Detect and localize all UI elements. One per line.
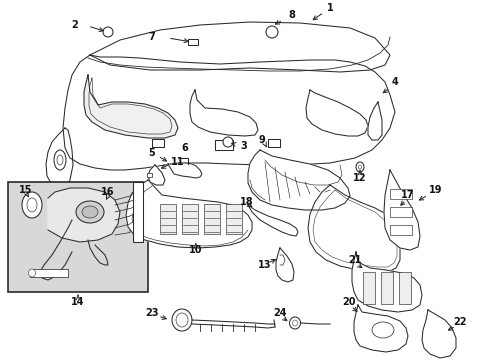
Ellipse shape xyxy=(82,206,98,218)
Ellipse shape xyxy=(292,320,297,326)
Polygon shape xyxy=(48,188,120,242)
Ellipse shape xyxy=(27,198,37,212)
Polygon shape xyxy=(307,185,399,272)
Text: 9: 9 xyxy=(258,135,265,145)
Text: 2: 2 xyxy=(71,20,78,30)
Ellipse shape xyxy=(176,313,187,327)
Text: 7: 7 xyxy=(148,32,155,42)
Bar xyxy=(203,204,220,234)
Text: 21: 21 xyxy=(347,255,361,265)
Bar xyxy=(389,189,411,199)
Ellipse shape xyxy=(76,201,104,223)
Polygon shape xyxy=(383,170,419,250)
Text: 10: 10 xyxy=(189,245,203,255)
Polygon shape xyxy=(126,180,251,248)
Bar xyxy=(187,39,198,45)
Text: 13: 13 xyxy=(258,260,271,270)
Ellipse shape xyxy=(289,317,300,329)
Bar xyxy=(215,140,232,150)
Bar xyxy=(362,272,374,304)
Text: 4: 4 xyxy=(391,77,398,87)
Circle shape xyxy=(103,27,113,37)
Polygon shape xyxy=(90,22,389,72)
Polygon shape xyxy=(247,150,349,210)
Polygon shape xyxy=(168,163,202,178)
Text: 20: 20 xyxy=(342,297,355,307)
Bar xyxy=(389,225,411,235)
Ellipse shape xyxy=(28,269,36,277)
Text: 24: 24 xyxy=(273,308,286,318)
Text: 6: 6 xyxy=(181,143,188,153)
Ellipse shape xyxy=(355,162,363,172)
Bar xyxy=(267,139,280,147)
Circle shape xyxy=(265,26,278,38)
Polygon shape xyxy=(367,102,381,140)
Text: 14: 14 xyxy=(71,297,84,307)
Text: 12: 12 xyxy=(352,173,366,183)
Text: 18: 18 xyxy=(240,197,253,207)
Text: 11: 11 xyxy=(171,157,184,167)
Polygon shape xyxy=(46,128,73,190)
Polygon shape xyxy=(247,205,297,236)
Polygon shape xyxy=(190,90,258,136)
Circle shape xyxy=(223,137,232,147)
Text: 15: 15 xyxy=(19,185,33,195)
Bar xyxy=(380,272,392,304)
Ellipse shape xyxy=(22,192,42,218)
Polygon shape xyxy=(275,248,293,282)
Bar xyxy=(225,204,242,234)
Bar xyxy=(182,204,198,234)
Polygon shape xyxy=(353,305,407,352)
Ellipse shape xyxy=(54,150,66,170)
Text: 1: 1 xyxy=(313,3,333,20)
Text: 5: 5 xyxy=(148,148,155,158)
Polygon shape xyxy=(84,75,178,138)
Text: 19: 19 xyxy=(428,185,442,195)
Ellipse shape xyxy=(57,155,63,165)
Bar xyxy=(389,207,411,217)
Text: 17: 17 xyxy=(401,190,414,200)
Bar xyxy=(30,269,68,277)
Text: 22: 22 xyxy=(452,317,466,327)
Bar xyxy=(160,204,176,234)
Bar xyxy=(152,139,163,147)
Bar xyxy=(398,272,410,304)
Bar xyxy=(8,182,148,292)
Ellipse shape xyxy=(172,309,192,331)
Text: 3: 3 xyxy=(240,141,247,151)
Text: 8: 8 xyxy=(288,10,295,20)
Polygon shape xyxy=(63,55,394,170)
Polygon shape xyxy=(351,252,421,312)
Ellipse shape xyxy=(371,322,393,338)
Bar xyxy=(133,182,142,242)
Text: 16: 16 xyxy=(101,187,115,197)
Text: 23: 23 xyxy=(145,308,159,318)
Polygon shape xyxy=(305,90,367,136)
Polygon shape xyxy=(148,165,164,185)
Polygon shape xyxy=(421,310,455,358)
Bar xyxy=(147,173,152,177)
Ellipse shape xyxy=(358,165,361,169)
